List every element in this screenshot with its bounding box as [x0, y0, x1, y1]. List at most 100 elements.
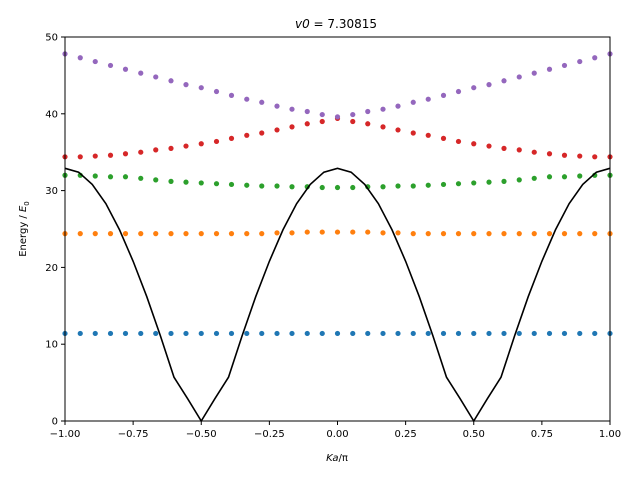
- data-point: [455, 330, 462, 337]
- data-point: [501, 178, 507, 184]
- data-point: [425, 96, 431, 102]
- data-point: [228, 135, 235, 141]
- data-point: [531, 70, 537, 76]
- data-point: [274, 330, 280, 337]
- series-1: [62, 229, 613, 237]
- data-point: [107, 152, 114, 158]
- x-tick-label: 0.00: [326, 429, 348, 440]
- data-point: [516, 231, 522, 237]
- data-point: [168, 78, 174, 84]
- data-point: [380, 230, 386, 236]
- data-point: [516, 330, 522, 337]
- data-point: [395, 183, 401, 189]
- data-point: [365, 121, 371, 127]
- data-point: [168, 145, 174, 151]
- data-point: [289, 330, 295, 337]
- data-point: [501, 330, 507, 337]
- y-tick-label: 10: [45, 340, 58, 351]
- data-point: [304, 108, 310, 115]
- data-point: [350, 184, 356, 191]
- data-point: [440, 231, 447, 237]
- x-tick-label: −0.25: [254, 429, 285, 440]
- data-point: [395, 330, 401, 337]
- data-point: [546, 330, 553, 337]
- data-point: [592, 55, 598, 61]
- data-point: [168, 231, 174, 237]
- data-point: [259, 130, 265, 136]
- data-point: [350, 330, 356, 337]
- y-tick-label: 30: [45, 186, 58, 197]
- data-point: [138, 330, 144, 337]
- data-point: [92, 153, 98, 159]
- data-point: [153, 231, 159, 237]
- data-point: [274, 183, 280, 189]
- data-point: [531, 149, 537, 155]
- data-point: [546, 231, 553, 237]
- data-point: [92, 173, 98, 179]
- data-point: [440, 92, 447, 98]
- data-point: [455, 181, 462, 187]
- x-tick-label: 0.75: [531, 429, 553, 440]
- data-point: [334, 184, 341, 191]
- data-point: [471, 85, 477, 91]
- data-point: [198, 180, 204, 186]
- data-point: [380, 106, 386, 112]
- data-point: [319, 111, 325, 118]
- x-tick-label: −0.75: [118, 429, 149, 440]
- data-point: [380, 184, 386, 190]
- data-point: [274, 230, 280, 236]
- data-point: [183, 179, 189, 185]
- data-point: [274, 103, 280, 109]
- data-point: [380, 330, 386, 337]
- data-point: [577, 153, 583, 159]
- data-point: [244, 330, 250, 337]
- data-point: [228, 231, 235, 237]
- data-point: [138, 70, 144, 76]
- data-point: [365, 229, 371, 235]
- data-point: [334, 229, 341, 235]
- data-point: [561, 62, 568, 69]
- data-point: [228, 330, 235, 337]
- data-point: [183, 82, 189, 88]
- data-point: [107, 62, 114, 69]
- data-point: [440, 330, 447, 337]
- data-point: [213, 181, 220, 187]
- data-point: [471, 180, 477, 186]
- data-point: [77, 154, 83, 160]
- data-point: [289, 230, 295, 236]
- data-point: [365, 330, 371, 337]
- data-point: [319, 184, 325, 191]
- data-point: [486, 82, 492, 88]
- data-point: [77, 330, 83, 337]
- data-point: [561, 174, 568, 180]
- x-tick-label: 0.25: [394, 429, 416, 440]
- data-point: [122, 231, 129, 237]
- data-point: [228, 92, 235, 98]
- data-point: [168, 330, 174, 337]
- data-point: [425, 132, 431, 138]
- data-point: [304, 121, 310, 127]
- data-point: [289, 124, 295, 130]
- data-point: [107, 330, 114, 337]
- data-point: [486, 143, 492, 149]
- data-point: [334, 114, 341, 120]
- data-point: [410, 130, 416, 136]
- data-point: [319, 118, 325, 125]
- data-point: [486, 330, 492, 337]
- data-point: [138, 231, 144, 237]
- chart-title: v0 = 7.30815: [295, 17, 377, 31]
- curve-line: [64, 167, 611, 423]
- data-point: [274, 127, 280, 133]
- data-point: [410, 330, 416, 337]
- data-point: [395, 127, 401, 133]
- data-point: [516, 147, 522, 153]
- data-point: [561, 330, 568, 337]
- data-point: [304, 330, 310, 337]
- data-point: [577, 231, 583, 237]
- data-point: [516, 177, 522, 183]
- y-tick-label: 0: [52, 417, 58, 428]
- data-point: [319, 330, 325, 337]
- data-point: [289, 106, 295, 112]
- plot-area: [62, 51, 613, 423]
- data-point: [471, 330, 477, 337]
